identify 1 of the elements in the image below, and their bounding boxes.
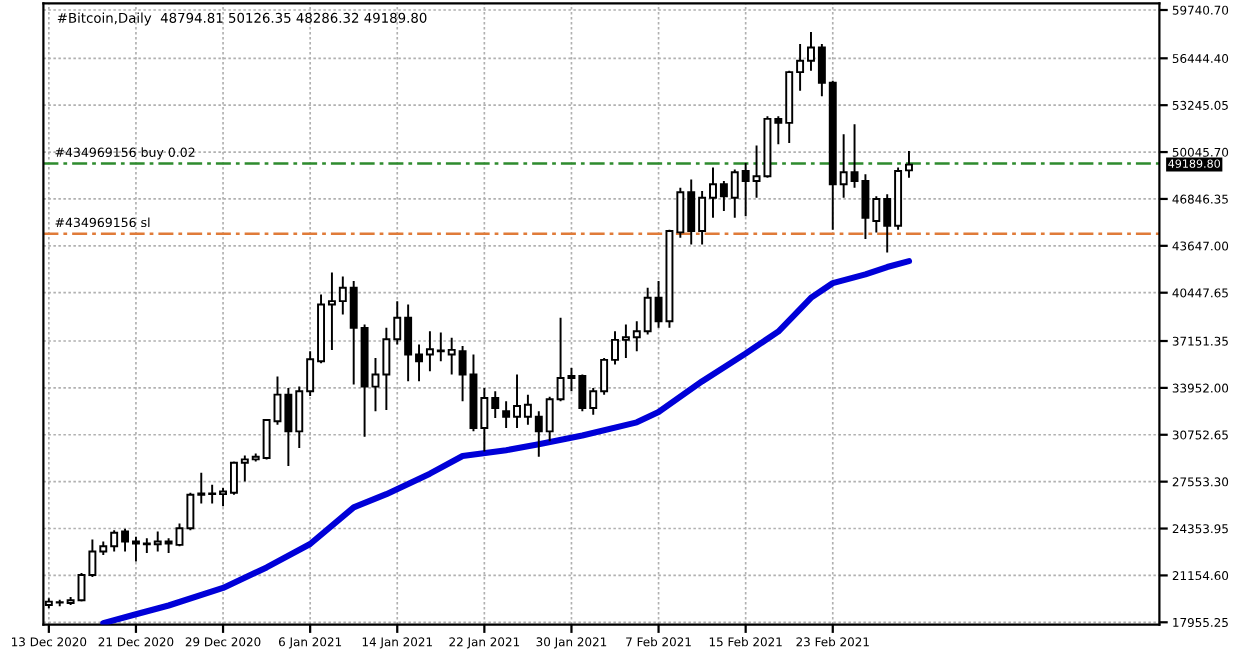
line-series [100,258,913,625]
